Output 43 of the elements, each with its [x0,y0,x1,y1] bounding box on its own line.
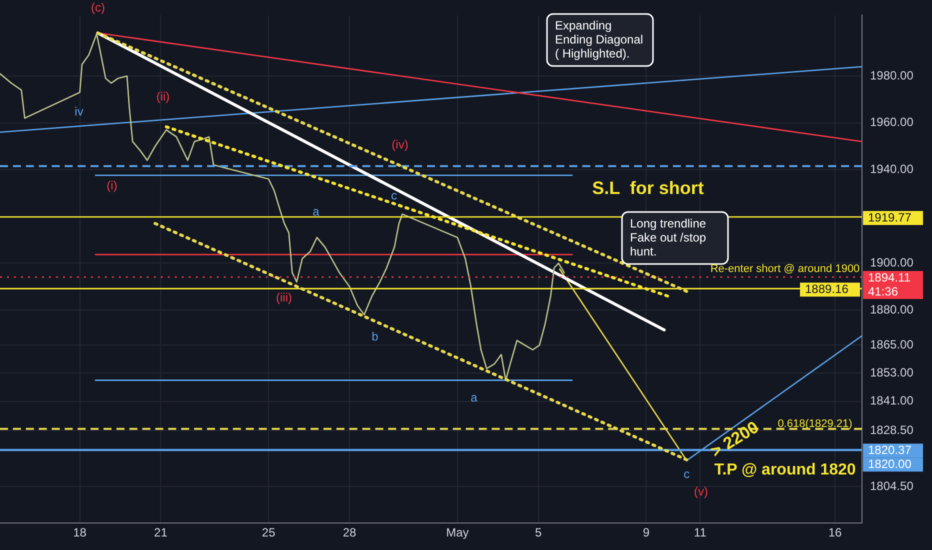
y-tick-label: 1841.00 [870,394,914,408]
annotation: S.L for short [592,178,704,198]
y-tick-label: 1960.00 [870,115,914,130]
annotation: 0.618(1829.21) [778,418,852,430]
x-tick-label: 11 [694,526,707,540]
annotation: Expanding Ending Diagonal ( Highlighted). [555,18,644,60]
x-tick-label: 25 [262,526,276,540]
annotation: Long trendline Fake out /stop hunt. [630,216,706,258]
annotation: T.P @ around 1820 [714,461,856,478]
y-tick-label: 1880.00 [870,302,914,316]
y-tick-label: 1980.00 [870,68,914,82]
annotation: a [312,204,320,218]
annotation: c [391,188,397,202]
x-tick-label: 16 [828,526,842,540]
annotation: a [470,390,478,404]
x-tick-label: May [446,526,469,540]
annotation: (v) [694,484,708,498]
x-tick-label: 5 [534,526,542,540]
annotation: (i) [106,178,118,192]
x-tick-label: 21 [154,526,168,540]
annotation: Re-enter short @ around 1900 [710,263,860,276]
annotation: (iii) [276,290,292,304]
annotation: iv [74,104,84,118]
ref-line-label: 1820.00 [868,456,912,471]
annotation: b [372,329,379,344]
ref-line-label: 1820.37 [868,442,912,457]
y-tick-label: 1828.50 [870,422,914,437]
y-tick-label: 1853.00 [870,366,914,380]
y-tick-label: 1804.50 [870,479,914,494]
y-tick-label: 1940.00 [870,162,914,176]
y-tick-label: 1865.00 [870,337,914,352]
text: (c) [91,0,105,14]
ref-line-label: 1894.11 41:36 [868,270,911,298]
ref-line-label: 1919.77 [868,210,912,224]
x-tick-label: 18 [73,526,87,540]
x-tick-label: 9 [642,526,650,540]
x-tick-label: 28 [342,526,357,540]
annotation: (ii) [156,89,170,104]
annotation: > 2200 [707,418,762,462]
annotation: (iv) [392,137,408,152]
y-tick-label: 1900.00 [870,256,914,270]
annotation: c [684,466,690,481]
ref-line-label: 1889.16 [805,282,849,296]
